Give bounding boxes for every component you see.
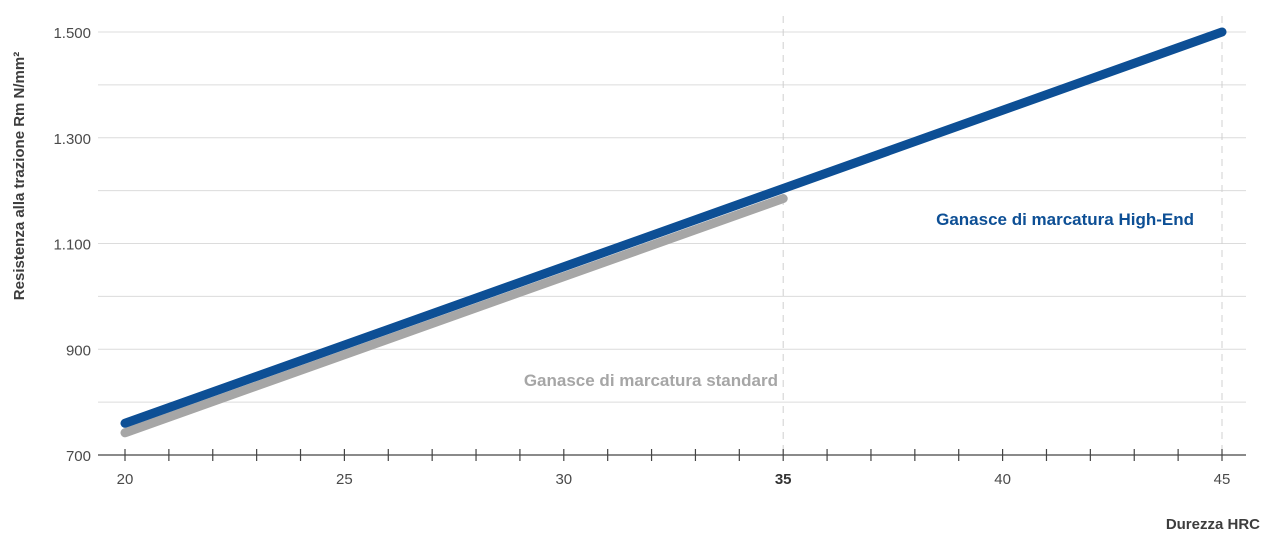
y-tick-label: 1.100 bbox=[53, 237, 91, 254]
x-tick-label: 45 bbox=[1214, 471, 1231, 488]
y-tick-label: 1.300 bbox=[53, 131, 91, 148]
x-tick-label: 25 bbox=[336, 471, 353, 488]
x-tick-label: 30 bbox=[555, 471, 572, 488]
x-tick-label: 35 bbox=[775, 471, 792, 488]
x-axis-title: Durezza HRC bbox=[1166, 516, 1260, 533]
y-axis-title: Resistenza alla trazione Rm N/mm² bbox=[11, 52, 28, 300]
grid bbox=[98, 16, 1246, 455]
series-line-standard bbox=[120, 194, 788, 438]
x-tick-label: 20 bbox=[117, 471, 134, 488]
x-tick-label: 40 bbox=[994, 471, 1011, 488]
series-label-standard: Ganasce di marcatura standard bbox=[524, 371, 778, 390]
series-line-high-end bbox=[120, 27, 1227, 428]
y-tick-label: 1.500 bbox=[53, 25, 91, 42]
y-tick-label: 700 bbox=[66, 448, 91, 465]
series-label-high-end: Ganasce di marcatura High-End bbox=[936, 210, 1194, 229]
y-tick-label: 900 bbox=[66, 342, 91, 359]
series-group bbox=[120, 27, 1227, 438]
y-axis: 700 900 1.100 1.300 1.500 bbox=[53, 25, 91, 465]
x-axis: 20 25 30 35 40 45 bbox=[98, 449, 1246, 488]
